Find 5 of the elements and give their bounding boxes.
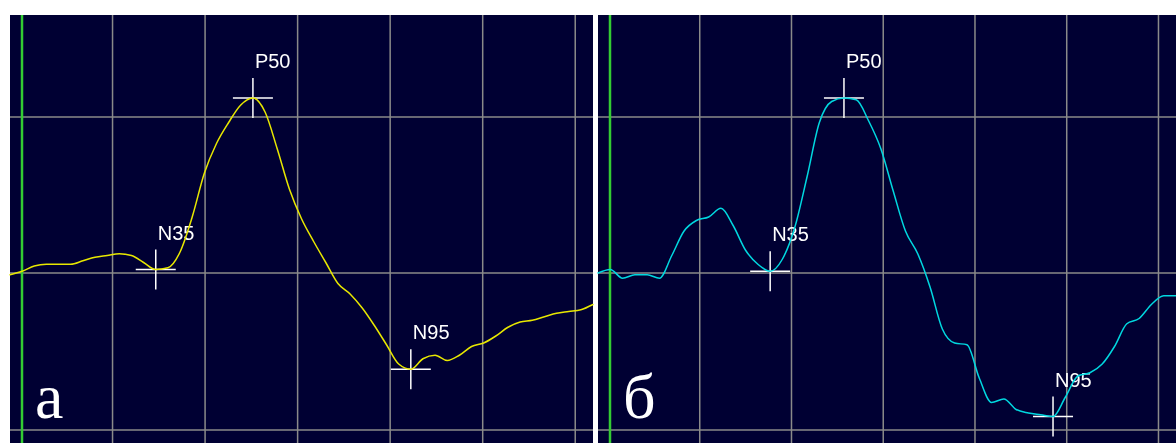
annotation: N95 (412, 321, 450, 344)
text: б (623, 361, 656, 432)
text: P50 (254, 50, 291, 72)
text: а (35, 361, 64, 432)
text: P50 (845, 50, 882, 72)
